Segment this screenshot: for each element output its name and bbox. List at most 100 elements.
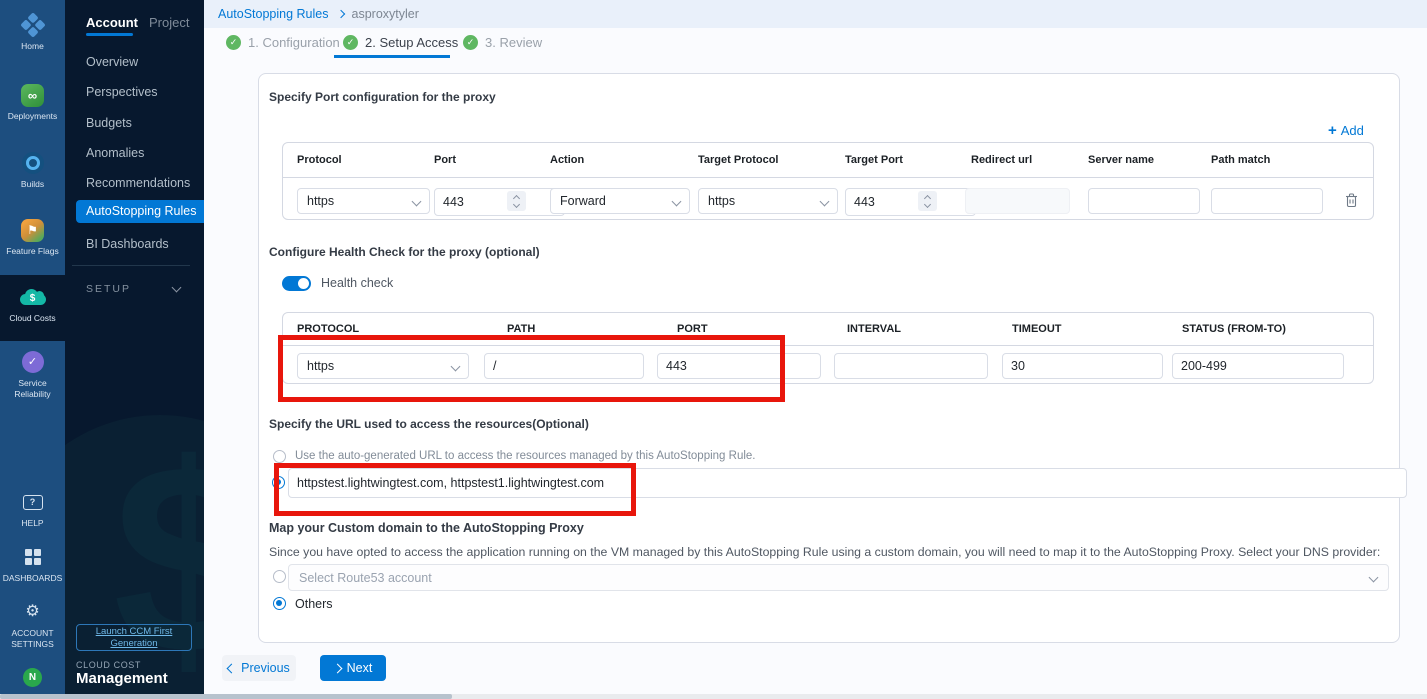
- hc-port-input[interactable]: [657, 353, 821, 379]
- tab-account[interactable]: Account: [86, 15, 138, 30]
- check-circle-icon: ✓: [463, 35, 478, 50]
- table-header-divider: [283, 177, 1373, 178]
- sidebar-item-perspectives[interactable]: Perspectives: [86, 85, 158, 99]
- health-check-toggle[interactable]: [282, 276, 311, 291]
- number-spinner-icon[interactable]: [507, 191, 526, 211]
- check-circle-icon: ✓: [343, 35, 358, 50]
- active-step-underline: [334, 55, 450, 58]
- col-header: PATH: [507, 323, 536, 335]
- table-header-divider: [283, 345, 1373, 346]
- user-avatar[interactable]: N: [0, 664, 65, 690]
- port-config-table: Protocol Port Action Target Protocol Tar…: [282, 142, 1374, 220]
- col-header: Protocol: [297, 154, 342, 166]
- step-setup-access[interactable]: ✓ 2. Setup Access: [343, 35, 458, 50]
- auto-generated-url-radio[interactable]: [273, 450, 286, 463]
- launch-ccm-first-generation-button[interactable]: Launch CCM First Generation: [76, 624, 192, 651]
- avatar: N: [0, 664, 65, 690]
- col-header: Redirect url: [971, 154, 1033, 166]
- rail-item-label: Builds: [20, 179, 45, 189]
- step-configuration[interactable]: ✓ 1. Configuration: [226, 35, 340, 50]
- step-review[interactable]: ✓ 3. Review: [463, 35, 542, 50]
- chevron-down-icon: [819, 196, 830, 207]
- rail-item-feature-flags[interactable]: ⚑ Feature Flags: [0, 217, 65, 257]
- next-button[interactable]: Next: [320, 655, 386, 681]
- action-select[interactable]: Forward: [550, 188, 690, 214]
- rail-item-cloud-costs[interactable]: $ Cloud Costs: [0, 284, 65, 324]
- col-header: PROTOCOL: [297, 323, 360, 335]
- chevron-right-icon: [332, 663, 343, 673]
- rail-item-label: Service Reliability: [14, 378, 51, 399]
- breadcrumb-link-autostopping-rules[interactable]: AutoStopping Rules: [218, 7, 329, 21]
- hc-protocol-select[interactable]: https: [297, 353, 469, 379]
- sidebar-item-recommendations[interactable]: Recommendations: [86, 176, 191, 190]
- others-radio[interactable]: [273, 597, 286, 610]
- rail-item-label: ACCOUNT SETTINGS: [11, 628, 54, 649]
- previous-button[interactable]: Previous: [222, 655, 296, 681]
- product-name: Management: [76, 670, 168, 687]
- url-section-title: Specify the URL used to access the resou…: [269, 417, 589, 431]
- rail-item-builds[interactable]: Builds: [0, 150, 65, 190]
- col-header: INTERVAL: [847, 323, 901, 335]
- service-reliability-icon: ✓: [0, 349, 65, 375]
- rail-item-help[interactable]: ? HELP: [0, 489, 65, 529]
- rail-item-deployments[interactable]: ∞ Deployments: [0, 82, 65, 122]
- chevron-down-icon: [1368, 572, 1379, 583]
- target-port-input[interactable]: [845, 188, 976, 216]
- col-header: Port: [434, 154, 456, 166]
- watermark-dollar: $: [113, 409, 204, 695]
- annotation-rectangle-custom-url: [274, 463, 636, 516]
- tab-project[interactable]: Project: [149, 15, 190, 30]
- horizontal-scrollbar[interactable]: [0, 694, 1427, 699]
- health-check-table: PROTOCOL PATH PORT INTERVAL TIMEOUT STAT…: [282, 312, 1374, 384]
- sidebar-item-autostopping-rules[interactable]: AutoStopping Rules: [76, 200, 204, 223]
- breadcrumb-current: asproxytyler: [351, 7, 419, 21]
- rail-item-label: Home: [21, 41, 44, 51]
- hc-path-input[interactable]: [484, 353, 644, 379]
- add-port-config-button[interactable]: + Add: [1328, 122, 1364, 139]
- hc-timeout-input[interactable]: [1002, 353, 1163, 379]
- port-input[interactable]: [434, 188, 565, 216]
- sidebar-item-overview[interactable]: Overview: [86, 55, 139, 69]
- custom-url-input[interactable]: [288, 468, 1407, 498]
- number-spinner-icon[interactable]: [918, 191, 937, 211]
- health-check-toggle-label: Health check: [321, 276, 394, 290]
- rail-item-label: Cloud Costs: [9, 313, 56, 323]
- sidebar-setup-section[interactable]: SETUP: [86, 283, 132, 295]
- hc-status-input[interactable]: [1172, 353, 1344, 379]
- chevron-down-icon: [411, 196, 422, 207]
- chevron-down-icon: [671, 196, 682, 207]
- col-header: Target Protocol: [698, 154, 779, 166]
- path-match-input[interactable]: [1211, 188, 1323, 214]
- rail-item-label: Deployments: [7, 111, 58, 121]
- home-icon: [0, 12, 65, 38]
- server-name-input[interactable]: [1088, 188, 1200, 214]
- col-header: Target Port: [845, 154, 903, 166]
- target-protocol-select[interactable]: https: [698, 188, 838, 214]
- rail-item-label: Feature Flags: [6, 246, 59, 256]
- sidebar-item-bi-dashboards[interactable]: BI Dashboards: [86, 237, 169, 251]
- rail-item-dashboards[interactable]: DASHBOARDS: [0, 544, 65, 584]
- annotation-rectangle-health-check: [278, 335, 785, 402]
- col-header: Path match: [1211, 154, 1271, 166]
- rail-item-home[interactable]: Home: [0, 12, 65, 52]
- scrollbar-thumb[interactable]: [0, 694, 452, 699]
- sidebar-item-anomalies[interactable]: Anomalies: [86, 146, 145, 160]
- redirect-url-input[interactable]: [965, 188, 1070, 214]
- delete-row-icon[interactable]: [1345, 193, 1358, 213]
- sidebar-item-budgets[interactable]: Budgets: [86, 116, 132, 130]
- rail-item-account-settings[interactable]: ⚙ ACCOUNT SETTINGS: [0, 599, 65, 649]
- dns-section-title: Map your Custom domain to the AutoStoppi…: [269, 521, 584, 535]
- route53-radio[interactable]: [273, 570, 286, 583]
- protocol-select[interactable]: https: [297, 188, 430, 214]
- cloud-costs-icon: $: [0, 284, 65, 310]
- hc-interval-input[interactable]: [834, 353, 988, 379]
- port-stepper: [434, 188, 565, 216]
- auto-generated-url-label[interactable]: Use the auto-generated URL to access the…: [295, 450, 756, 462]
- route53-account-select[interactable]: Select Route53 account: [288, 564, 1389, 591]
- port-config-title: Specify Port configuration for the proxy: [269, 90, 496, 104]
- rail-item-label: DASHBOARDS: [2, 573, 63, 583]
- col-header: Action: [550, 154, 585, 166]
- others-label[interactable]: Others: [295, 597, 333, 611]
- rail-item-service-reliability[interactable]: ✓ Service Reliability: [0, 349, 65, 399]
